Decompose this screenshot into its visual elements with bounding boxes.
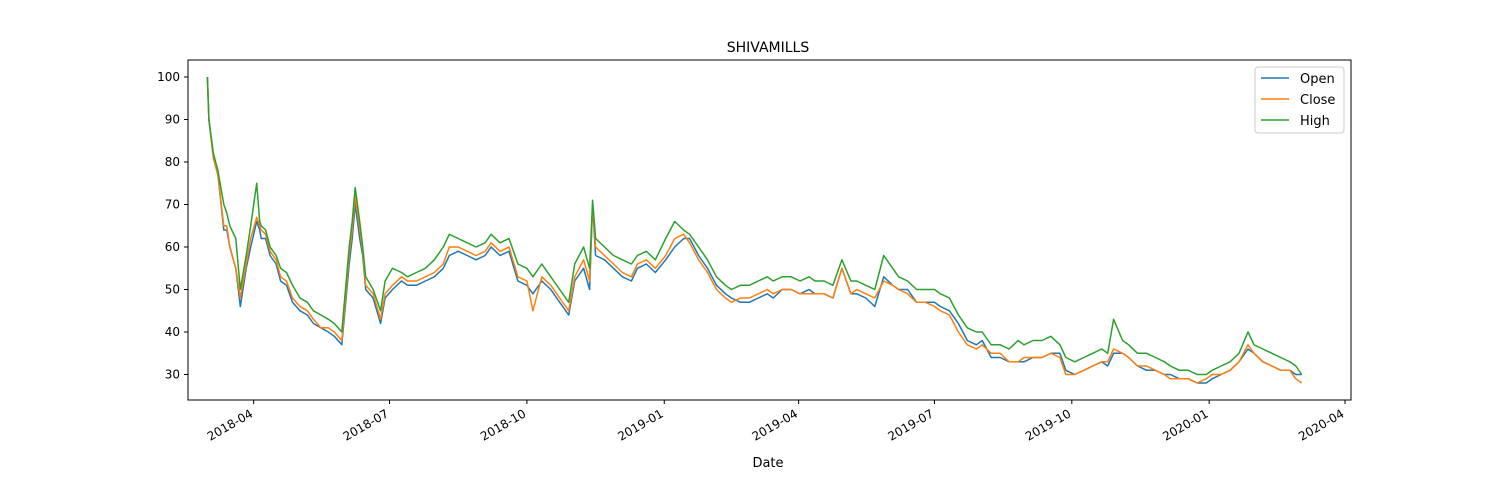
y-tick-label: 50 [165,283,180,297]
legend-label-open: Open [1300,72,1335,87]
series-layer [206,76,1303,384]
series-line-open [206,76,1302,384]
legend-label-high: High [1300,114,1330,129]
y-tick-label: 30 [165,368,180,382]
y-tick-label: 100 [157,70,180,84]
legend: Open Close High [1254,66,1345,134]
y-axis-ticks: 30 40 50 60 70 80 90 100 [157,70,188,382]
x-tick-label: 2018-07 [341,406,391,443]
x-tick-label: 2018-10 [478,406,528,443]
legend-label-close: Close [1300,93,1335,108]
x-tick-label: 2019-04 [750,406,800,443]
y-tick-label: 80 [165,155,180,169]
x-tick-label: 2020-04 [1296,406,1346,443]
x-tick-label: 2019-07 [886,406,936,443]
x-tick-label: 2020-01 [1160,406,1210,443]
y-tick-label: 90 [165,113,180,127]
series-line-close [206,76,1303,384]
y-tick-label: 70 [165,198,180,212]
x-tick-label: 2019-01 [615,406,665,443]
chart-title: SHIVAMILLS [727,40,810,56]
plot-frame [187,59,1352,401]
x-axis-ticks: 2018-04 2018-07 2018-10 2019-01 2019-04 2019-… [205,400,1347,444]
y-tick-label: 60 [165,240,180,254]
series-line-high [206,76,1303,376]
x-axis-label: Date [752,456,783,471]
x-tick-label: 2019-10 [1023,406,1073,443]
y-tick-label: 40 [165,325,180,339]
legend-box [1254,66,1345,134]
x-tick-label: 2018-04 [205,406,255,443]
